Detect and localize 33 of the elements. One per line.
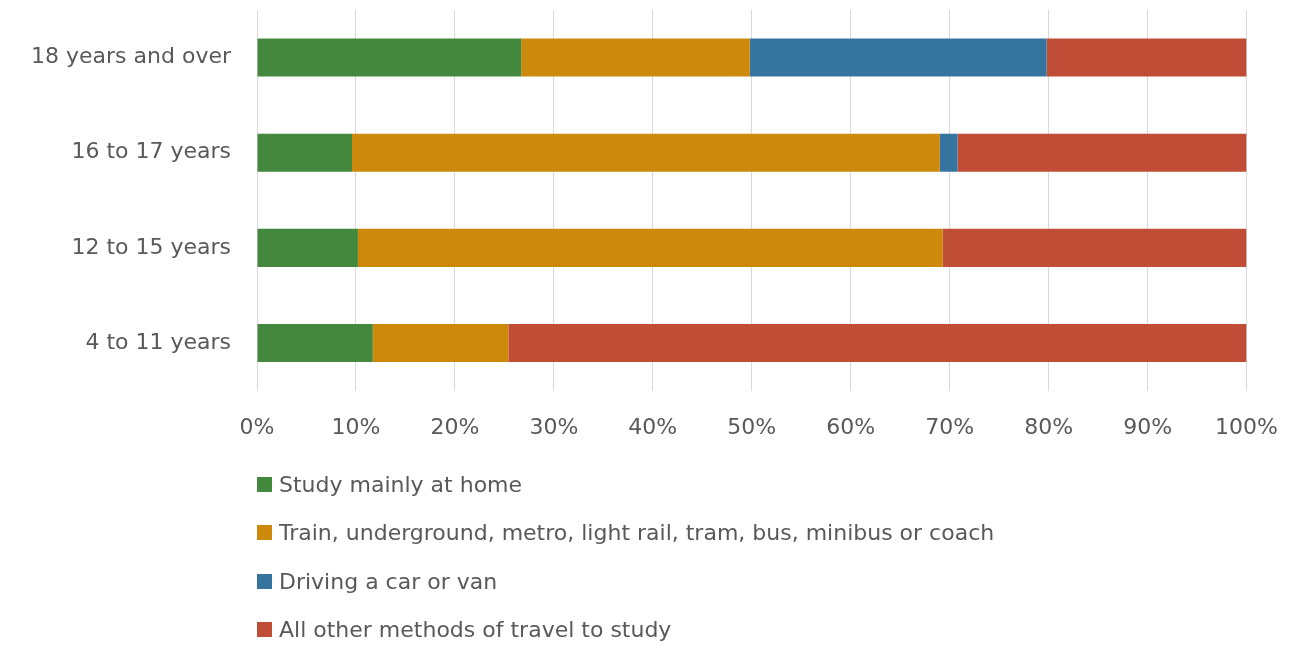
x-tick-label: 90% [1123,413,1173,439]
legend-label: Driving a car or van [279,568,498,594]
bar [508,324,1247,363]
x-tick-label: 50% [727,413,777,439]
bar [257,38,522,77]
bar [939,133,958,172]
bar [372,324,509,363]
x-tick-label: 60% [826,413,876,439]
bar [357,228,943,267]
x-tick-label: 100% [1215,413,1279,439]
x-tick-label: 30% [529,413,579,439]
bar [521,38,750,77]
bar [257,228,358,267]
x-tick-label: 10% [331,413,381,439]
x-tick-label: 0% [239,413,275,439]
legend-label: Train, underground, metro, light rail, tram, bus, minibus or coach [279,520,995,545]
bar [1046,38,1247,77]
bar [257,324,373,363]
x-tick-label: 40% [628,413,678,439]
y-tick-label: 16 to 17 years [71,138,231,164]
y-tick-label: 4 to 11 years [85,328,231,354]
x-tick-label: 80% [1024,413,1074,439]
bar [352,133,940,172]
y-tick-label: 18 years and over [31,43,232,69]
legend-label: Study mainly at home [279,471,523,497]
x-tick-label: 70% [925,413,975,439]
bar [749,38,1047,77]
x-tick-label: 20% [430,413,480,439]
bar [257,133,352,172]
bar [957,133,1247,172]
y-tick-label: 12 to 15 years [71,233,231,259]
bar [942,228,1247,267]
legend-label: All other methods of travel to study [279,617,672,642]
